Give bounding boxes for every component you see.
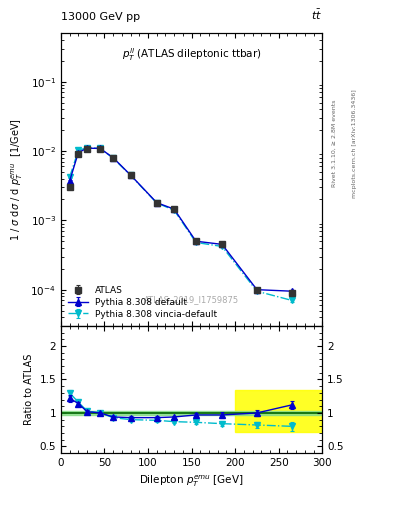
Bar (61, 411, 322, 415)
Legend: ATLAS, Pythia 8.308 default, Pythia 8.308 vincia-default: ATLAS, Pythia 8.308 default, Pythia 8.30… (65, 284, 220, 322)
Y-axis label: Ratio to ATLAS: Ratio to ATLAS (24, 354, 34, 425)
Text: ATLAS_2019_I1759875: ATLAS_2019_I1759875 (144, 295, 239, 304)
Text: 13000 GeV pp: 13000 GeV pp (61, 11, 140, 22)
X-axis label: Dilepton $p_T^{emu}$ [GeV]: Dilepton $p_T^{emu}$ [GeV] (139, 474, 244, 489)
Text: Rivet 3.1.10, ≥ 2.8M events: Rivet 3.1.10, ≥ 2.8M events (332, 100, 337, 187)
Text: mcplots.cern.ch [arXiv:1306.3436]: mcplots.cern.ch [arXiv:1306.3436] (352, 89, 357, 198)
Bar (235, 390, 322, 432)
Y-axis label: 1 / $\sigma$ d$\sigma$ / d $p_T^{emu}$  [1/GeV]: 1 / $\sigma$ d$\sigma$ / d $p_T^{emu}$ [… (9, 118, 25, 241)
Text: $p_T^{ll}$ (ATLAS dileptonic ttbar): $p_T^{ll}$ (ATLAS dileptonic ttbar) (122, 47, 261, 63)
Text: $t\bar{t}$: $t\bar{t}$ (311, 7, 322, 22)
